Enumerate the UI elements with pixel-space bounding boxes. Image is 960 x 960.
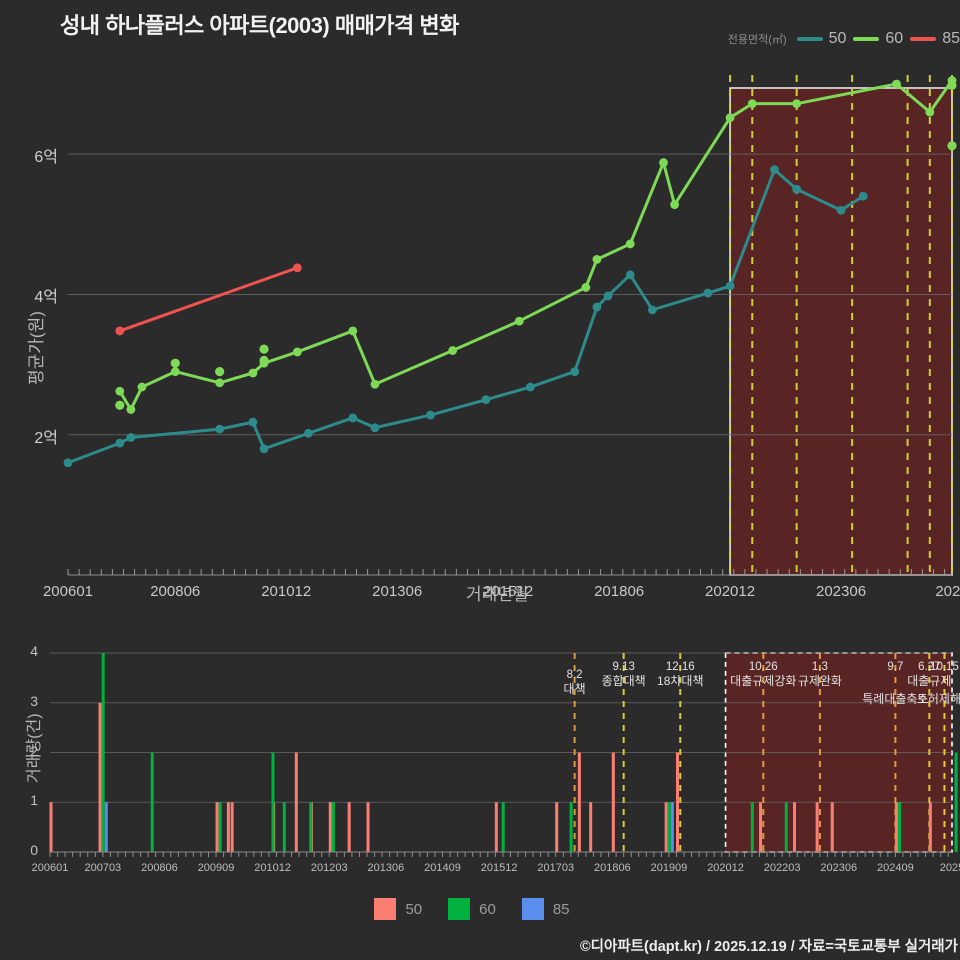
volume-y-tick-1: 1 [30, 792, 38, 809]
volume-legend-label-85: 85 [552, 900, 570, 918]
event-date-1: 9.13 [612, 661, 635, 673]
legend-swatch-85 [910, 37, 937, 41]
price-chart-legend: 전용면적(㎡) 50 60 85 [728, 30, 960, 48]
volume-legend-item-60[interactable]: 60 [448, 898, 496, 920]
volume-x-tick-5: 201203 [310, 862, 348, 874]
event-name-5: 특례대출축소 [862, 692, 929, 706]
event-name-4: 규제완화 [797, 674, 842, 688]
volume-x-tick-1: 200703 [84, 862, 122, 874]
legend-label-85: 85 [942, 30, 960, 47]
volume-x-tick-0: 200601 [31, 862, 69, 874]
event-date-7: 10.15 [930, 661, 959, 673]
price-y-tick-1: 4억 [34, 289, 58, 307]
event-name-0: 대책 [563, 682, 586, 696]
event-date-5: 9.7 [887, 661, 904, 673]
volume-x-tick-4: 201012 [254, 862, 292, 874]
event-name-6: 대출규제 [907, 674, 952, 688]
volume-chart-plot [0, 645, 960, 890]
event-date-3: 10.26 [748, 661, 778, 673]
volume-x-tick-6: 201306 [367, 862, 405, 874]
legend-label-60: 60 [885, 30, 904, 47]
volume-y-tick-2: 2 [30, 742, 38, 759]
event-name-2: 18차대책 [657, 674, 704, 688]
price-x-axis-label: 거래년월 [466, 585, 529, 604]
volume-x-tick-15: 202409 [877, 862, 914, 874]
volume-y-tick-4: 4 [30, 643, 38, 659]
legend-item-60[interactable]: 60 [853, 30, 903, 48]
volume-legend-swatch-85 [521, 898, 544, 920]
event-date-4: 1.3 [811, 661, 828, 673]
event-name-3: 대출규제강화 [730, 674, 797, 688]
volume-x-tick-13: 202203 [763, 862, 801, 874]
price-x-tick-7: 202306 [816, 583, 867, 600]
volume-legend-item-85[interactable]: 85 [521, 898, 570, 920]
price-chart-panel: 평균가(원) 거래년월 2억 4억 6억 200601 200806 201012 2013… [0, 55, 960, 610]
price-x-tick-4: 201512 [483, 583, 534, 600]
event-date-2: 12.16 [665, 661, 695, 673]
event-date-0: 8.2 [566, 669, 583, 681]
price-y-axis-label: 평균가(원) [27, 311, 46, 385]
footer-credit: ©디아파트(dapt.kr) / 2025.12.19 / 자료=국토교통부 실… [579, 939, 958, 955]
legend-swatch-60 [853, 37, 880, 41]
volume-legend-label-60: 60 [479, 900, 496, 918]
volume-x-tick-10: 201806 [593, 862, 631, 874]
legend-item-50[interactable]: 50 [796, 30, 847, 48]
event-name-7: 토허제해제 [916, 692, 960, 706]
legend-label-50: 50 [828, 30, 847, 47]
price-x-tick-6: 202012 [705, 583, 756, 600]
legend-title: 전용면적(㎡) [727, 34, 787, 46]
volume-legend-label-50: 50 [405, 900, 423, 918]
volume-y-tick-0: 0 [30, 842, 38, 858]
volume-x-tick-7: 201409 [424, 862, 461, 874]
price-x-tick-3: 201306 [372, 583, 423, 600]
volume-x-tick-16: 2025 [939, 862, 960, 874]
event-date-6: 6.27 [918, 661, 941, 673]
legend-item-85[interactable]: 85 [910, 30, 960, 48]
volume-chart-legend: 50 60 85 [0, 898, 960, 920]
event-name-1: 종합대책 [601, 674, 646, 688]
volume-legend-swatch-50 [374, 898, 397, 920]
price-chart-plot [0, 55, 960, 610]
volume-x-tick-9: 201703 [537, 862, 575, 874]
volume-chart-panel: 거래량(건) 0 1 2 3 4 200601 200703 200806 200909 2010… [0, 643, 960, 890]
volume-x-tick-14: 202306 [820, 862, 858, 874]
volume-x-tick-12: 202012 [707, 862, 744, 874]
volume-y-tick-3: 3 [30, 692, 38, 709]
price-x-tick-8: 2025 [935, 583, 960, 600]
price-y-tick-2: 6억 [34, 149, 58, 167]
volume-legend-swatch-60 [448, 898, 471, 920]
page-title: 성내 하나플러스 아파트(2003) 매매가격 변화 [60, 13, 459, 38]
price-x-tick-5: 201806 [594, 583, 645, 600]
volume-x-tick-2: 200806 [141, 862, 178, 874]
price-x-tick-1: 200806 [150, 583, 201, 600]
volume-x-tick-11: 201909 [650, 862, 688, 874]
price-x-tick-0: 200601 [42, 583, 94, 600]
volume-x-tick-3: 200909 [197, 862, 235, 874]
volume-x-tick-8: 201512 [480, 862, 518, 874]
legend-swatch-50 [796, 37, 823, 41]
price-y-tick-0: 2억 [34, 429, 58, 447]
volume-legend-item-50[interactable]: 50 [374, 898, 422, 920]
price-x-tick-2: 201012 [261, 583, 312, 600]
